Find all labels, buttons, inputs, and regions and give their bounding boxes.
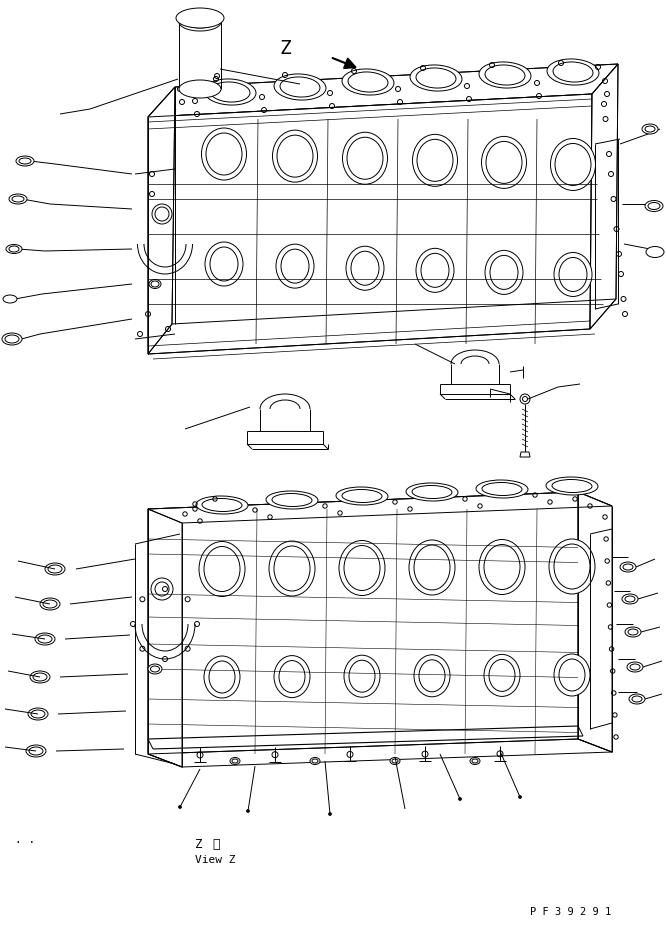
Ellipse shape — [342, 70, 394, 96]
Ellipse shape — [625, 627, 641, 638]
Ellipse shape — [482, 137, 527, 189]
Ellipse shape — [479, 540, 525, 595]
Ellipse shape — [554, 654, 590, 696]
Ellipse shape — [339, 541, 385, 596]
Ellipse shape — [554, 253, 592, 297]
Ellipse shape — [26, 745, 46, 757]
Ellipse shape — [176, 9, 224, 29]
Ellipse shape — [35, 633, 55, 645]
Text: 視: 視 — [212, 838, 220, 851]
Ellipse shape — [414, 655, 450, 697]
Ellipse shape — [484, 654, 520, 697]
Polygon shape — [148, 509, 182, 767]
Circle shape — [246, 809, 250, 813]
Ellipse shape — [390, 757, 400, 765]
Ellipse shape — [642, 125, 658, 135]
Ellipse shape — [342, 133, 388, 185]
Ellipse shape — [199, 542, 245, 597]
Ellipse shape — [28, 708, 48, 720]
Polygon shape — [590, 65, 618, 329]
Ellipse shape — [45, 563, 65, 575]
Ellipse shape — [344, 655, 380, 698]
Ellipse shape — [476, 481, 528, 498]
Ellipse shape — [551, 139, 595, 191]
Ellipse shape — [2, 334, 22, 345]
Ellipse shape — [205, 243, 243, 287]
Ellipse shape — [40, 599, 60, 611]
Ellipse shape — [274, 656, 310, 698]
Ellipse shape — [16, 157, 34, 167]
Polygon shape — [148, 88, 175, 354]
Ellipse shape — [30, 671, 50, 683]
Ellipse shape — [336, 487, 388, 506]
Ellipse shape — [179, 81, 221, 99]
FancyArrowPatch shape — [332, 59, 355, 69]
Text: View Z: View Z — [195, 854, 236, 864]
Text: Z: Z — [195, 838, 202, 851]
Ellipse shape — [269, 541, 315, 597]
Ellipse shape — [406, 483, 458, 501]
Ellipse shape — [346, 247, 384, 290]
Polygon shape — [520, 453, 530, 458]
Circle shape — [178, 806, 182, 808]
Ellipse shape — [202, 129, 246, 181]
Ellipse shape — [149, 280, 161, 290]
Ellipse shape — [9, 195, 27, 205]
Ellipse shape — [230, 757, 240, 765]
Ellipse shape — [416, 249, 454, 293]
Ellipse shape — [546, 478, 598, 496]
Polygon shape — [148, 493, 612, 523]
Polygon shape — [578, 493, 612, 753]
Ellipse shape — [204, 656, 240, 698]
Text: Z: Z — [279, 38, 291, 58]
Polygon shape — [148, 95, 592, 354]
Text: . .: . . — [15, 834, 35, 844]
Ellipse shape — [645, 201, 663, 213]
Ellipse shape — [646, 247, 664, 258]
Ellipse shape — [276, 245, 314, 289]
Ellipse shape — [620, 562, 636, 573]
Ellipse shape — [6, 245, 22, 254]
Ellipse shape — [204, 80, 256, 106]
Ellipse shape — [272, 131, 318, 183]
Ellipse shape — [629, 694, 645, 704]
Circle shape — [458, 798, 462, 801]
Ellipse shape — [412, 135, 458, 187]
Ellipse shape — [196, 496, 248, 514]
Ellipse shape — [470, 757, 480, 765]
Ellipse shape — [409, 540, 455, 596]
Ellipse shape — [479, 63, 531, 89]
Ellipse shape — [627, 663, 643, 672]
Ellipse shape — [547, 60, 599, 86]
Polygon shape — [148, 493, 578, 754]
Ellipse shape — [179, 14, 221, 32]
Ellipse shape — [549, 539, 595, 594]
Circle shape — [519, 795, 521, 799]
Ellipse shape — [3, 296, 17, 303]
Ellipse shape — [148, 664, 162, 675]
Ellipse shape — [622, 594, 638, 604]
Text: P F 3 9 2 9 1: P F 3 9 2 9 1 — [530, 906, 611, 916]
Polygon shape — [148, 65, 618, 118]
Ellipse shape — [310, 757, 320, 765]
Ellipse shape — [274, 75, 326, 101]
Circle shape — [328, 813, 332, 816]
Ellipse shape — [485, 251, 523, 295]
Ellipse shape — [410, 66, 462, 92]
Ellipse shape — [266, 492, 318, 509]
